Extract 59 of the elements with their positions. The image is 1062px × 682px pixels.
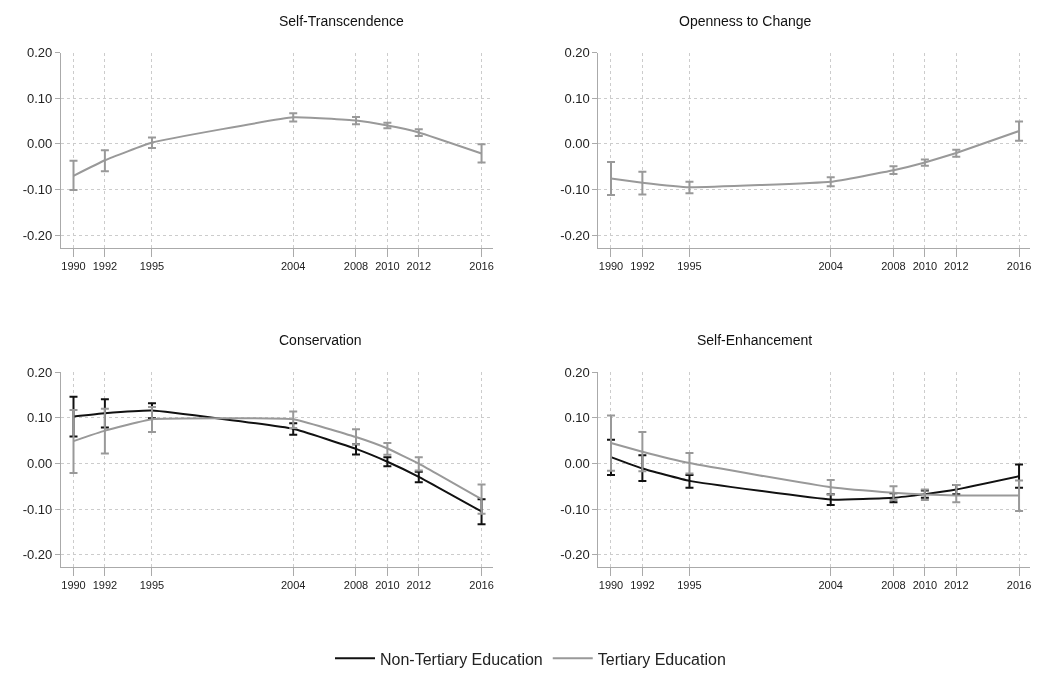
y-tick-label: 0.20 — [564, 45, 590, 61]
x-tick-label: 1990 — [61, 579, 86, 592]
x-tick-label: 2004 — [818, 579, 843, 592]
y-tick-label: -0.20 — [22, 547, 53, 563]
y-tick-label: -0.10 — [560, 182, 590, 198]
y-tick-label: 0.20 — [27, 364, 53, 380]
x-tick-label: 1995 — [677, 259, 702, 272]
x-tick-label: 2010 — [375, 579, 400, 592]
x-tick-label: 2004 — [280, 579, 306, 592]
y-tick-label: -0.10 — [22, 501, 53, 517]
y-tick-label: -0.20 — [22, 227, 53, 243]
line-series — [72, 409, 483, 513]
x-tick-label: 1990 — [598, 579, 624, 592]
x-tick-label: 2008 — [881, 579, 906, 592]
x-tick-label: 2016 — [469, 259, 494, 272]
x-tick-label: 2010 — [912, 259, 938, 272]
x-tick-label: 2012 — [944, 259, 969, 272]
y-tick-label: -0.10 — [22, 182, 53, 198]
x-tick-label: 1995 — [139, 259, 165, 272]
y-tick-label: 0.10 — [27, 410, 53, 426]
chart-title: Openness to Change — [679, 13, 812, 29]
x-tick-label: 1990 — [598, 259, 624, 272]
y-tick-label: 0.00 — [27, 456, 53, 472]
x-tick-label: 1995 — [139, 579, 165, 592]
x-tick-label: 2016 — [1006, 259, 1032, 272]
y-tick-label: -0.10 — [560, 501, 590, 517]
y-tick-label: 0.10 — [27, 90, 53, 106]
x-tick-label: 1992 — [92, 259, 118, 272]
x-tick-label: 1992 — [630, 579, 655, 592]
y-tick-label: 0.00 — [564, 456, 590, 472]
y-tick-label: -0.20 — [560, 547, 590, 563]
x-tick-label: 2012 — [406, 579, 432, 592]
x-tick-label: 2016 — [469, 579, 494, 592]
x-tick-label: 2004 — [280, 259, 306, 272]
x-tick-label: 1995 — [677, 579, 702, 592]
x-tick-label: 2010 — [912, 579, 938, 592]
x-tick-label: 2004 — [818, 259, 843, 272]
legend-label: Tertiary Education — [597, 650, 726, 668]
x-tick-label: 1990 — [61, 259, 86, 272]
x-tick-label: 2008 — [881, 259, 906, 272]
y-tick-label: 0.10 — [564, 410, 590, 426]
y-tick-label: 0.10 — [564, 90, 590, 106]
legend-label: Non-Tertiary Education — [380, 650, 543, 668]
x-tick-label: 1992 — [92, 579, 118, 592]
chart-title: Self-Transcendence — [279, 13, 404, 29]
x-tick-label: 2012 — [944, 579, 969, 592]
x-tick-label: 2016 — [1006, 579, 1032, 592]
y-tick-label: 0.00 — [27, 136, 53, 152]
y-tick-label: -0.20 — [560, 227, 590, 243]
x-tick-label: 2008 — [343, 259, 369, 272]
x-tick-label: 2012 — [406, 259, 432, 272]
y-tick-label: 0.20 — [27, 45, 53, 61]
x-tick-label: 2010 — [375, 259, 400, 272]
x-tick-label: 2008 — [343, 579, 369, 592]
y-tick-label: 0.20 — [564, 364, 590, 380]
chart-title: Self-Enhancement — [697, 332, 813, 348]
y-tick-label: 0.00 — [564, 136, 590, 152]
chart-title: Conservation — [279, 332, 362, 348]
x-tick-label: 1992 — [630, 259, 655, 272]
